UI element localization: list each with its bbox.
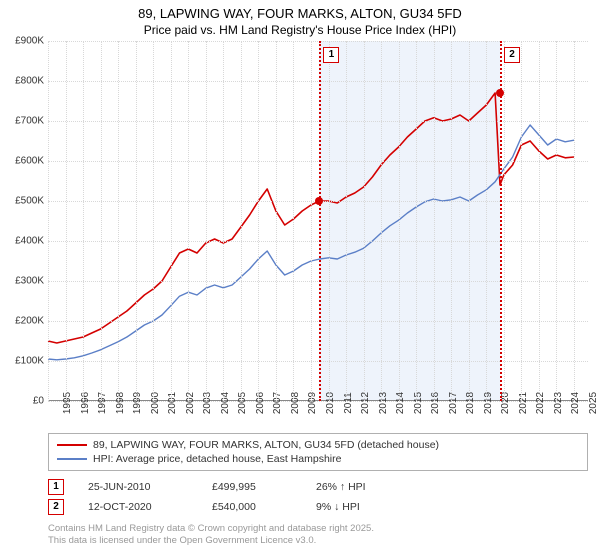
- gridline-v: [258, 41, 259, 401]
- gridline-v: [504, 41, 505, 401]
- ytick-label: £800K: [15, 75, 44, 86]
- ytick-label: £600K: [15, 155, 44, 166]
- legend-swatch: [57, 444, 87, 446]
- gridline-v: [521, 41, 522, 401]
- legend-swatch: [57, 458, 87, 460]
- gridline-v: [311, 41, 312, 401]
- event-row-price: £540,000: [212, 501, 292, 513]
- ytick-label: £900K: [15, 35, 44, 46]
- legend-box: 89, LAPWING WAY, FOUR MARKS, ALTON, GU34…: [48, 433, 588, 471]
- footer-line2: This data is licensed under the Open Gov…: [48, 535, 588, 547]
- gridline-v: [206, 41, 207, 401]
- event-row-date: 25-JUN-2010: [88, 481, 188, 493]
- gridline-v: [486, 41, 487, 401]
- ytick-label: £200K: [15, 315, 44, 326]
- gridline-v: [136, 41, 137, 401]
- ytick-label: £700K: [15, 115, 44, 126]
- footer-attribution: Contains HM Land Registry data © Crown c…: [48, 523, 588, 548]
- event-badge: 2: [504, 47, 520, 63]
- gridline-h: [48, 281, 588, 282]
- ytick-label: £300K: [15, 275, 44, 286]
- ytick-label: £400K: [15, 235, 44, 246]
- event-row-pct: 9% ↓ HPI: [316, 501, 406, 513]
- chart-plot-area: £0£100K£200K£300K£400K£500K£600K£700K£80…: [48, 41, 588, 401]
- gridline-h: [48, 121, 588, 122]
- gridline-v: [276, 41, 277, 401]
- chart-container: 89, LAPWING WAY, FOUR MARKS, ALTON, GU34…: [0, 0, 600, 560]
- gridline-v: [416, 41, 417, 401]
- gridline-v: [48, 41, 49, 401]
- events-table: 1 25-JUN-2010 £499,995 26% ↑ HPI 2 12-OCT-202…: [48, 477, 588, 517]
- gridline-v: [574, 41, 575, 401]
- gridline-v: [539, 41, 540, 401]
- xtick-label: 2025: [574, 392, 599, 414]
- gridline-v: [293, 41, 294, 401]
- gridline-v: [118, 41, 119, 401]
- event-row: 1 25-JUN-2010 £499,995 26% ↑ HPI: [48, 477, 588, 497]
- ytick-label: £0: [33, 395, 44, 406]
- gridline-v: [364, 41, 365, 401]
- event-dot: [315, 197, 323, 205]
- chart-title: 89, LAPWING WAY, FOUR MARKS, ALTON, GU34…: [0, 0, 600, 23]
- gridline-h: [48, 361, 588, 362]
- gridline-v: [223, 41, 224, 401]
- event-dot: [496, 89, 504, 97]
- gridline-v: [399, 41, 400, 401]
- gridline-v: [434, 41, 435, 401]
- gridline-v: [241, 41, 242, 401]
- gridline-v: [381, 41, 382, 401]
- gridline-v: [451, 41, 452, 401]
- legend-label: HPI: Average price, detached house, East…: [93, 453, 341, 465]
- gridline-v: [329, 41, 330, 401]
- event-row: 2 12-OCT-2020 £540,000 9% ↓ HPI: [48, 497, 588, 517]
- gridline-h: [48, 161, 588, 162]
- legend-item: 89, LAPWING WAY, FOUR MARKS, ALTON, GU34…: [57, 438, 579, 452]
- event-badge: 1: [323, 47, 339, 63]
- gridline-h: [48, 241, 588, 242]
- event-row-badge: 2: [48, 499, 64, 515]
- gridline-h: [48, 41, 588, 42]
- chart-subtitle: Price paid vs. HM Land Registry's House …: [0, 23, 600, 41]
- ytick-label: £500K: [15, 195, 44, 206]
- gridline-h: [48, 81, 588, 82]
- footer-line1: Contains HM Land Registry data © Crown c…: [48, 523, 588, 535]
- legend-label: 89, LAPWING WAY, FOUR MARKS, ALTON, GU34…: [93, 439, 439, 451]
- event-line: [319, 41, 321, 401]
- gridline-v: [556, 41, 557, 401]
- gridline-v: [83, 41, 84, 401]
- event-row-date: 12-OCT-2020: [88, 501, 188, 513]
- event-row-badge: 1: [48, 479, 64, 495]
- gridline-h: [48, 321, 588, 322]
- series-lines: [48, 41, 588, 401]
- legend-item: HPI: Average price, detached house, East…: [57, 452, 579, 466]
- gridline-v: [171, 41, 172, 401]
- gridline-v: [153, 41, 154, 401]
- gridline-v: [66, 41, 67, 401]
- gridline-v: [346, 41, 347, 401]
- gridline-v: [101, 41, 102, 401]
- ytick-label: £100K: [15, 355, 44, 366]
- gridline-v: [188, 41, 189, 401]
- event-row-price: £499,995: [212, 481, 292, 493]
- event-row-pct: 26% ↑ HPI: [316, 481, 406, 493]
- gridline-v: [469, 41, 470, 401]
